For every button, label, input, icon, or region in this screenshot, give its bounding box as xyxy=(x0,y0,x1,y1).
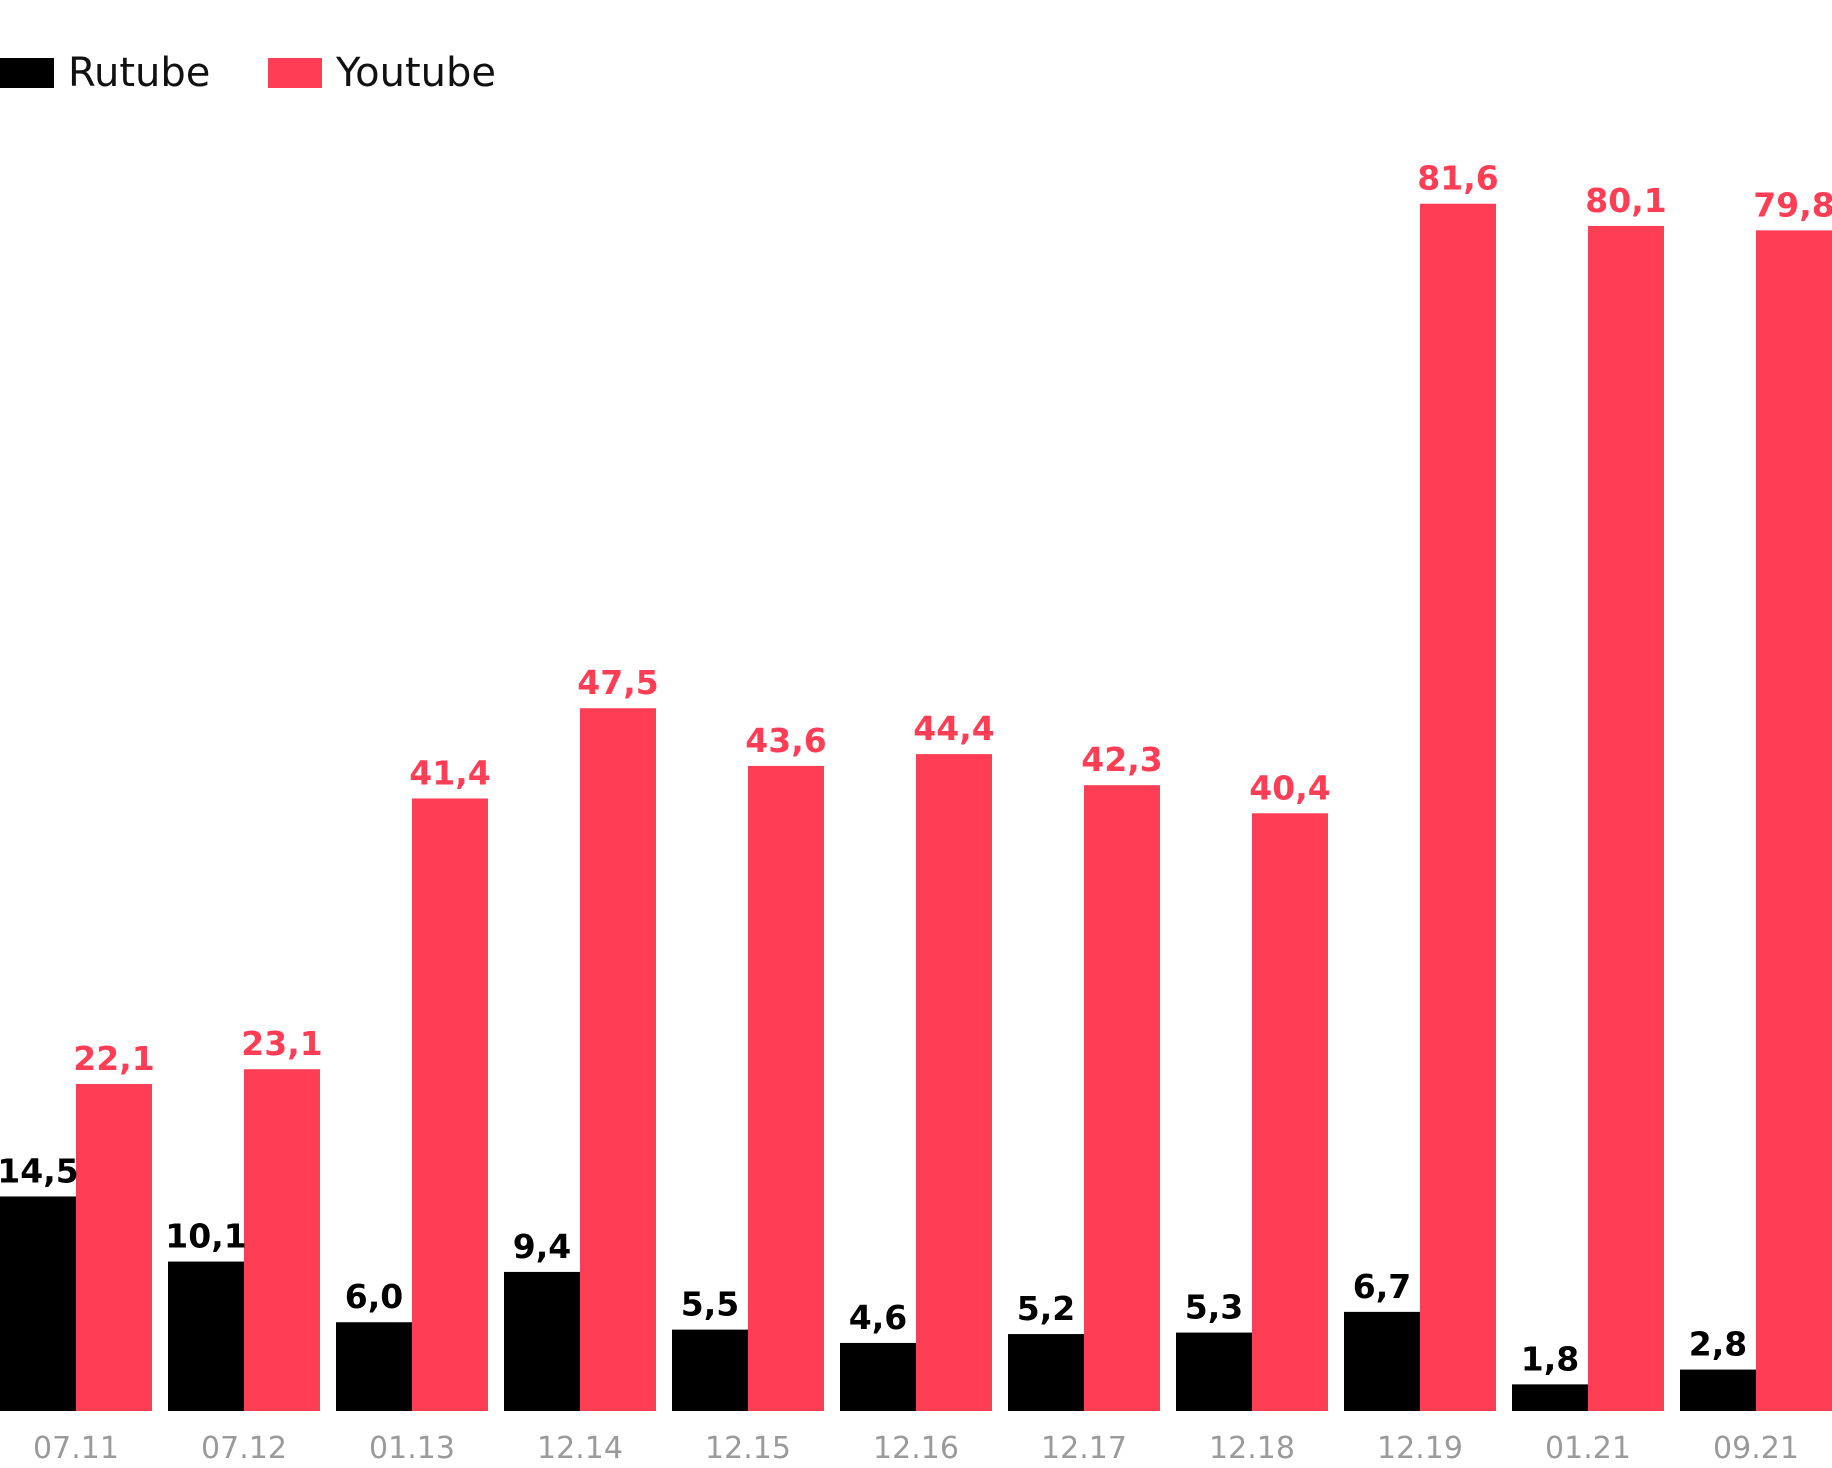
value-label-youtube-12.15: 43,6 xyxy=(745,721,826,760)
bar-rutube-01.21 xyxy=(1512,1384,1588,1411)
bar-youtube-12.14 xyxy=(580,708,656,1411)
bars-group xyxy=(0,203,1832,1411)
value-label-rutube-12.19: 6,7 xyxy=(1353,1267,1411,1306)
bar-rutube-12.17 xyxy=(1008,1334,1084,1411)
value-label-youtube-01.21: 80,1 xyxy=(1585,181,1666,220)
value-label-youtube-12.18: 40,4 xyxy=(1249,768,1330,807)
x-tick-label: 01.13 xyxy=(369,1431,455,1466)
value-label-youtube-07.11: 22,1 xyxy=(73,1039,154,1078)
value-label-rutube-07.12: 10,1 xyxy=(165,1217,246,1256)
value-label-rutube-12.16: 4,6 xyxy=(849,1298,907,1337)
bar-rutube-12.14 xyxy=(504,1271,580,1411)
bar-youtube-12.15 xyxy=(748,765,824,1411)
bar-youtube-01.21 xyxy=(1588,225,1664,1411)
bar-rutube-09.21 xyxy=(1680,1369,1756,1411)
x-tick-label: 07.12 xyxy=(201,1431,287,1466)
bar-youtube-07.11 xyxy=(76,1084,152,1411)
value-label-rutube-12.17: 5,2 xyxy=(1017,1289,1075,1328)
bar-youtube-12.16 xyxy=(916,754,992,1411)
bar-youtube-07.12 xyxy=(244,1069,320,1411)
value-label-youtube-01.13: 41,4 xyxy=(409,753,490,792)
value-label-rutube-12.14: 9,4 xyxy=(513,1227,571,1266)
bar-youtube-12.19 xyxy=(1420,203,1496,1411)
legend-swatch-youtube xyxy=(268,58,322,88)
value-label-youtube-09.21: 79,8 xyxy=(1753,185,1832,224)
value-label-rutube-01.13: 6,0 xyxy=(345,1277,403,1316)
value-label-rutube-07.11: 14,5 xyxy=(0,1151,79,1190)
x-tick-label: 01.21 xyxy=(1545,1431,1631,1466)
bar-rutube-12.16 xyxy=(840,1342,916,1411)
x-tick-label: 12.18 xyxy=(1209,1431,1295,1466)
x-tick-label: 12.15 xyxy=(705,1431,791,1466)
bar-youtube-09.21 xyxy=(1756,230,1832,1411)
legend: Rutube Youtube xyxy=(0,50,496,96)
value-label-youtube-12.17: 42,3 xyxy=(1081,740,1162,779)
value-label-rutube-09.21: 2,8 xyxy=(1689,1325,1747,1364)
x-tick-label: 12.17 xyxy=(1041,1431,1127,1466)
x-tick-label: 12.19 xyxy=(1377,1431,1463,1466)
value-label-rutube-12.15: 5,5 xyxy=(681,1285,739,1324)
x-axis-tick-labels: 07.11 07.12 01.13 12.14 12.15 12.16 12.17 12.18… xyxy=(33,1431,1799,1466)
x-tick-label: 12.14 xyxy=(537,1431,623,1466)
value-label-rutube-12.18: 5,3 xyxy=(1185,1288,1243,1327)
value-label-youtube-07.12: 23,1 xyxy=(241,1024,322,1063)
bar-rutube-07.12 xyxy=(168,1261,244,1411)
bar-rutube-01.13 xyxy=(336,1322,412,1411)
bar-rutube-07.11 xyxy=(0,1196,76,1411)
value-label-youtube-12.16: 44,4 xyxy=(913,709,994,748)
bar-youtube-12.17 xyxy=(1084,785,1160,1411)
x-tick-label: 07.11 xyxy=(33,1431,119,1466)
value-label-youtube-12.14: 47,5 xyxy=(577,663,658,702)
value-labels-group: 14,5 22,1 10,1 23,1 6,0 41,4 9,4 47,5 5,5 43,6 4,6… xyxy=(0,159,1832,1379)
x-tick-label: 12.16 xyxy=(873,1431,959,1466)
x-tick-label: 09.21 xyxy=(1713,1431,1799,1466)
bar-rutube-12.19 xyxy=(1344,1311,1420,1411)
legend-swatch-rutube xyxy=(0,58,54,88)
value-label-rutube-01.21: 1,8 xyxy=(1521,1339,1579,1378)
bar-rutube-12.15 xyxy=(672,1329,748,1411)
value-label-youtube-12.19: 81,6 xyxy=(1417,159,1498,198)
bar-rutube-12.18 xyxy=(1176,1332,1252,1411)
bar-youtube-12.18 xyxy=(1252,813,1328,1411)
legend-label-youtube: Youtube xyxy=(335,50,496,96)
legend-label-rutube: Rutube xyxy=(68,50,210,96)
bar-youtube-01.13 xyxy=(412,798,488,1411)
